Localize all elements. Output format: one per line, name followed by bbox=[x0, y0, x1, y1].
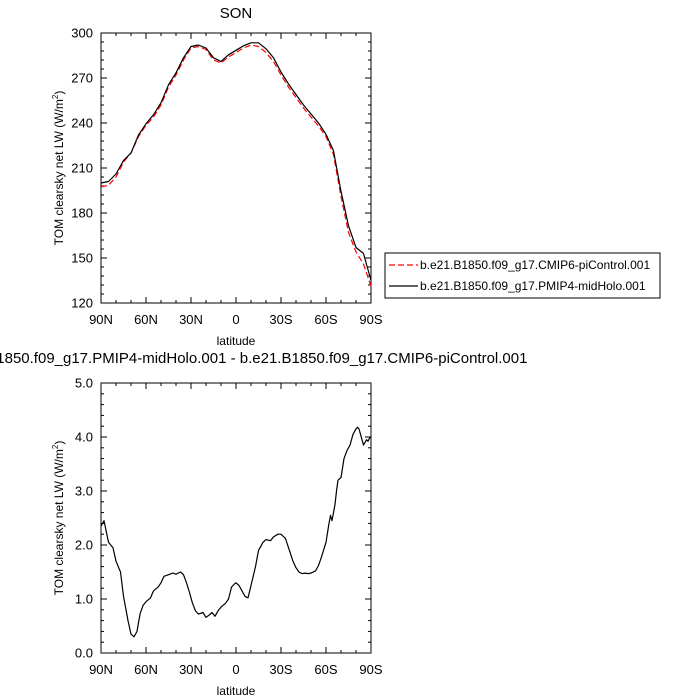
y-tick-label: 300 bbox=[71, 26, 93, 41]
series-line-1 bbox=[100, 426, 372, 638]
panel-top: SON 90N 60N 30N 0 30S 60S 90S 120 150 180 210 240 27… bbox=[51, 5, 383, 348]
panel-bottom: b.e21.B1850.f09_g17.PMIP4-midHolo.001 - … bbox=[0, 350, 527, 698]
plot-area-top: 90N 60N 30N 0 30S 60S 90S 120 150 180 210 240 270 300 bbox=[71, 26, 383, 328]
x-tick-label: 0 bbox=[232, 662, 239, 677]
y-axis-label-text: TOM clearsky net LW (W/m bbox=[52, 99, 66, 245]
series-line-2 bbox=[100, 42, 372, 281]
x-tick-label: 60N bbox=[134, 662, 158, 677]
legend: b.e21.B1850.f09_g17.CMIP6-piControl.001 … bbox=[384, 252, 661, 299]
legend-label-picontrol: b.e21.B1850.f09_g17.CMIP6-piControl.001 bbox=[420, 258, 650, 272]
y-tick-label: 120 bbox=[71, 296, 93, 311]
plot-area-bottom: 90N 60N 30N 0 30S 60S 90S 0.0 1.0 2.0 3.0 4.0 5.0 bbox=[75, 376, 383, 678]
y-tick-label: 150 bbox=[71, 251, 93, 266]
y-axis-label: TOM clearsky net LW (W/m2) bbox=[51, 441, 66, 596]
y-axis-label-close: ) bbox=[52, 91, 66, 95]
x-tick-label: 90S bbox=[359, 662, 382, 677]
series-line-1 bbox=[100, 44, 372, 287]
y-tick-label: 210 bbox=[71, 161, 93, 176]
x-tick-label: 30S bbox=[269, 662, 292, 677]
y-axis-label: TOM clearsky net LW (W/m2) bbox=[51, 91, 66, 246]
x-tick-label: 90S bbox=[359, 312, 382, 327]
y-tick-label: 180 bbox=[71, 206, 93, 221]
legend-box bbox=[384, 252, 661, 299]
x-tick-label: 90N bbox=[89, 312, 113, 327]
x-tick-label: 90N bbox=[89, 662, 113, 677]
chart-title: SON bbox=[220, 5, 253, 22]
legend-label-midholo: b.e21.B1850.f09_g17.PMIP4-midHolo.001 bbox=[420, 279, 646, 293]
y-axis-label-text: TOM clearsky net LW (W/m bbox=[52, 449, 66, 595]
y-tick-label: 3.0 bbox=[75, 484, 93, 499]
y-tick-label: 5.0 bbox=[75, 376, 93, 391]
y-tick-label: 0.0 bbox=[75, 646, 93, 661]
chart-title: b.e21.B1850.f09_g17.PMIP4-midHolo.001 - … bbox=[0, 350, 527, 367]
y-axis-label-superscript: 2 bbox=[51, 444, 60, 449]
y-tick-label: 4.0 bbox=[75, 430, 93, 445]
x-axis-label: latitude bbox=[217, 684, 256, 698]
x-tick-label: 30N bbox=[179, 662, 203, 677]
y-axis-label-superscript: 2 bbox=[51, 94, 60, 99]
x-tick-label: 30S bbox=[269, 312, 292, 327]
x-tick-label: 60S bbox=[314, 312, 337, 327]
x-tick-label: 60N bbox=[134, 312, 158, 327]
y-tick-label: 2.0 bbox=[75, 538, 93, 553]
y-tick-label: 1.0 bbox=[75, 592, 93, 607]
x-tick-label: 30N bbox=[179, 312, 203, 327]
x-tick-label: 60S bbox=[314, 662, 337, 677]
y-tick-label: 240 bbox=[71, 116, 93, 131]
x-axis-label: latitude bbox=[217, 334, 256, 348]
plot-frame bbox=[100, 32, 372, 304]
y-axis-label-close: ) bbox=[52, 441, 66, 445]
y-tick-label: 270 bbox=[71, 71, 93, 86]
x-tick-label: 0 bbox=[232, 312, 239, 327]
